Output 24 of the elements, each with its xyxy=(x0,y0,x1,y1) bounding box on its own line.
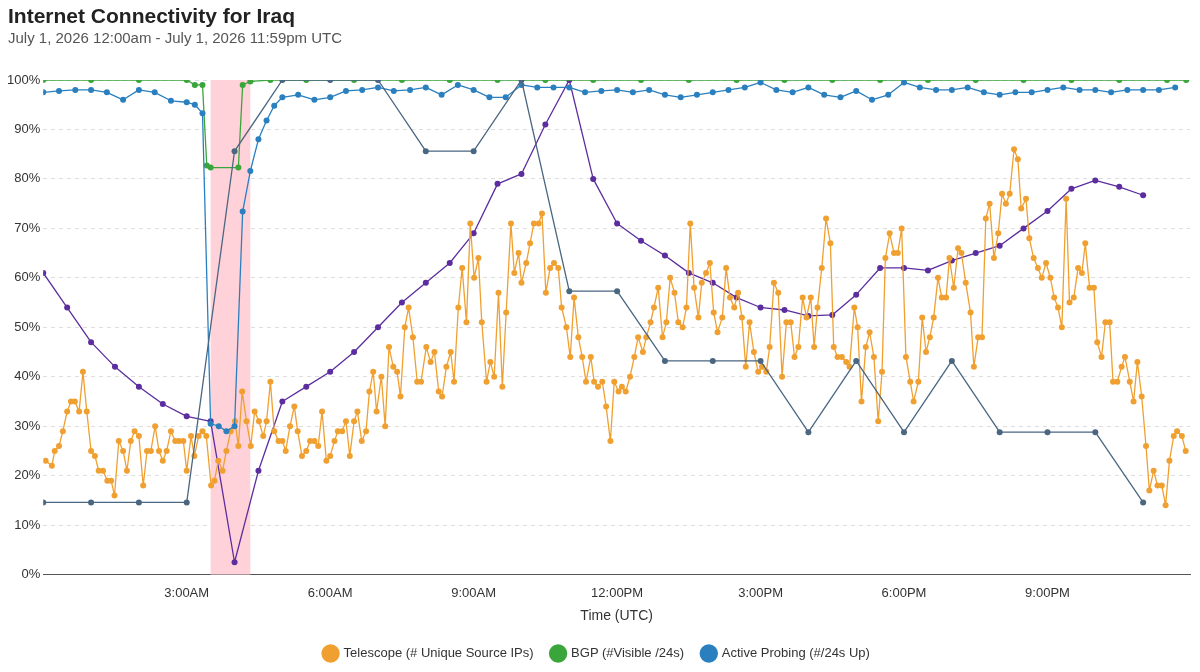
x-tick-label: 6:00PM xyxy=(881,584,927,600)
y-tick-label: 50% xyxy=(14,318,41,334)
x-tick-label: 9:00PM xyxy=(1025,584,1070,600)
legend-label: Active Probing (#/24s Up) xyxy=(721,645,870,661)
y-tick-label: 70% xyxy=(14,219,41,235)
x-tick-label: 9:00AM xyxy=(451,584,497,600)
y-tick-label: 100% xyxy=(7,71,41,87)
chart-subtitle: July 1, 2026 12:00am - July 1, 2026 11:59pm UTC xyxy=(8,29,343,46)
y-tick-label: 10% xyxy=(14,516,41,532)
x-tick-label: 6:00AM xyxy=(307,584,353,600)
x-tick-label: 12:00PM xyxy=(591,584,644,600)
y-tick-label: 20% xyxy=(14,467,41,483)
y-tick-label: 0% xyxy=(21,566,41,582)
x-tick-label: 3:00PM xyxy=(738,584,783,600)
x-tick-label: 3:00AM xyxy=(164,584,210,600)
y-tick-label: 60% xyxy=(14,269,41,285)
legend-label: Telescope (# Unique Source IPs) xyxy=(343,645,534,661)
y-tick-label: 30% xyxy=(14,417,41,433)
chart-title: Internet Connectivity for Iraq xyxy=(8,4,296,28)
y-tick-label: 80% xyxy=(14,170,41,186)
x-axis-title: Time (UTC) xyxy=(580,607,653,624)
y-tick-label: 40% xyxy=(14,368,41,384)
y-tick-label: 90% xyxy=(14,121,41,137)
legend-label: BGP (#Visible /24s) xyxy=(571,645,685,661)
